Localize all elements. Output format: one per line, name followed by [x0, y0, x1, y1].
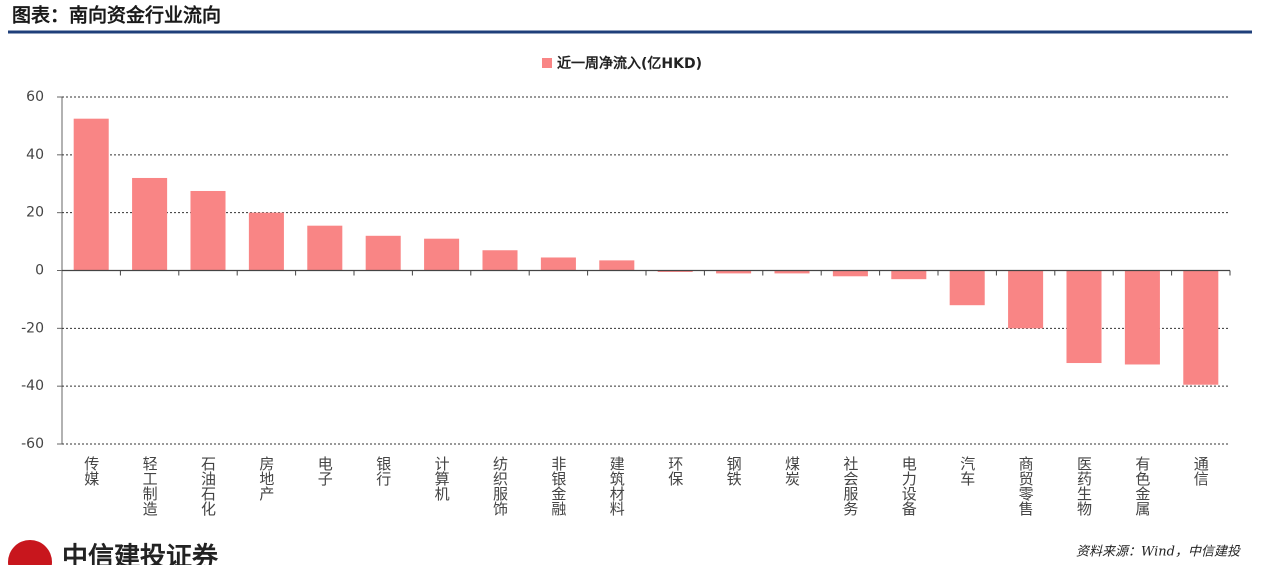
y-tick-label: -60	[21, 436, 44, 452]
y-tick-label: 20	[26, 205, 44, 221]
bar	[132, 177, 168, 271]
bar	[307, 225, 343, 271]
bar	[949, 270, 985, 306]
bar	[482, 250, 518, 271]
y-tick-label: -20	[21, 320, 44, 336]
bar	[891, 270, 927, 280]
x-tick-label: 环保	[666, 456, 684, 486]
x-tick-label: 传媒	[82, 456, 100, 486]
bar	[716, 270, 752, 274]
bar	[424, 238, 460, 271]
logo-mark	[8, 540, 52, 565]
x-tick-label: 电子	[316, 456, 334, 486]
legend-label: 近一周净流入(亿HKD)	[557, 55, 702, 72]
bar	[1124, 270, 1160, 365]
chart-title: 图表：南向资金行业流向	[12, 4, 221, 27]
bar	[832, 270, 868, 277]
bar	[1066, 270, 1102, 364]
x-tick-label: 汽车	[958, 456, 976, 486]
bar	[365, 235, 401, 271]
y-tick-label: 0	[35, 263, 44, 279]
x-tick-label: 商贸零售	[1017, 456, 1035, 516]
legend-swatch	[542, 58, 552, 68]
y-tick-label: 40	[26, 147, 44, 163]
bar	[73, 118, 109, 271]
bar	[540, 257, 576, 271]
bar	[190, 190, 226, 271]
bar	[1008, 270, 1044, 329]
y-tick-label: -40	[21, 378, 44, 394]
x-tick-label: 建筑材料	[608, 456, 626, 516]
x-tick-label: 钢铁	[725, 456, 743, 486]
logo-text: 中信建投证券	[62, 543, 219, 565]
bar	[248, 212, 284, 271]
x-tick-label: 医药生物	[1075, 456, 1093, 517]
x-tick-label: 银行	[374, 456, 392, 487]
x-tick-label: 电力设备	[900, 456, 918, 516]
bar	[1183, 270, 1219, 385]
x-tick-label: 非银金融	[549, 456, 567, 516]
x-tick-label: 煤炭	[783, 456, 801, 486]
x-tick-label: 房地产	[257, 456, 275, 501]
x-tick-label: 计算机	[433, 456, 451, 502]
x-tick-label: 纺织服饰	[491, 456, 509, 516]
x-tick-label: 石油石化	[199, 456, 217, 516]
bar	[774, 270, 810, 274]
x-tick-label: 有色金属	[1133, 456, 1151, 516]
x-tick-label: 通信	[1192, 456, 1210, 486]
bar	[657, 270, 693, 272]
x-tick-label: 轻工制造	[141, 456, 159, 517]
source: 资料来源：Wind，中信建投	[1076, 545, 1241, 560]
bar	[599, 260, 635, 271]
x-tick-label: 社会服务	[841, 456, 859, 517]
y-tick-label: 60	[26, 89, 44, 105]
